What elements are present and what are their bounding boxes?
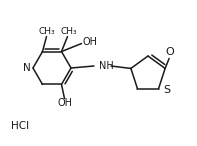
Text: O: O: [166, 47, 175, 57]
Text: CH₃: CH₃: [60, 27, 77, 36]
Text: CH₃: CH₃: [38, 27, 55, 36]
Text: HCl: HCl: [11, 121, 29, 131]
Text: S: S: [164, 85, 171, 95]
Text: N: N: [23, 63, 31, 73]
Text: NH: NH: [99, 61, 114, 71]
Text: OH: OH: [58, 98, 73, 108]
Text: OH: OH: [83, 36, 98, 47]
